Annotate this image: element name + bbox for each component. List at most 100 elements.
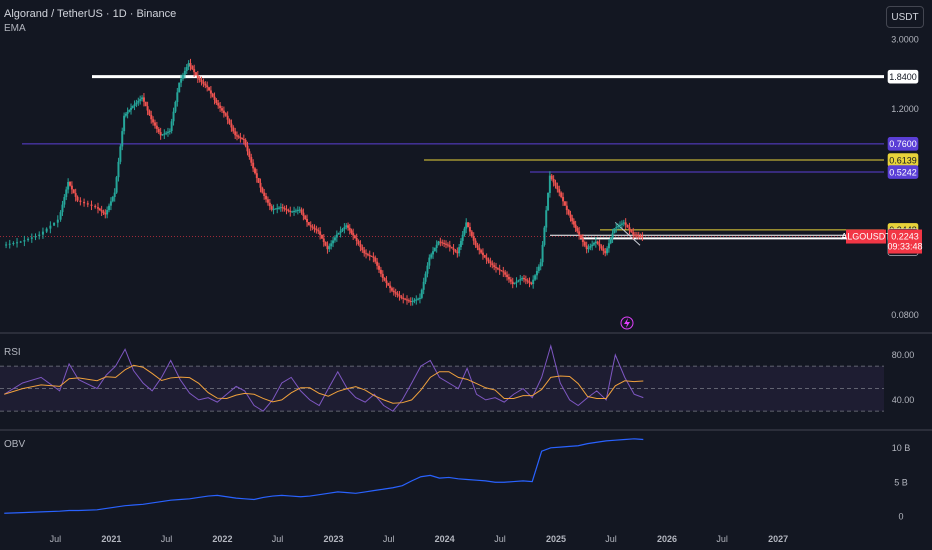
price-candle-body bbox=[537, 266, 540, 271]
price-candle-body bbox=[602, 248, 605, 251]
price-candle-body bbox=[113, 192, 116, 197]
price-candle-body bbox=[322, 238, 325, 243]
price-candle-body bbox=[8, 243, 11, 245]
price-candle-body bbox=[461, 234, 464, 241]
price-candle-body bbox=[152, 119, 155, 123]
price-candle-body bbox=[65, 189, 68, 198]
price-candle-body bbox=[390, 288, 393, 291]
price-candle-body bbox=[315, 228, 318, 231]
price-candle-body bbox=[424, 273, 427, 282]
price-candle-body bbox=[222, 110, 225, 114]
price-candle-body bbox=[202, 81, 205, 84]
price-axis-tick: 1.2000 bbox=[891, 104, 919, 114]
grid-layer bbox=[0, 332, 932, 431]
price-candle-body bbox=[578, 231, 581, 235]
price-candle-body bbox=[385, 280, 388, 284]
price-candle-body bbox=[133, 104, 136, 107]
time-axis-tick: Jul bbox=[50, 534, 62, 544]
price-candle-body bbox=[521, 277, 524, 280]
level-tag: 0.7600 bbox=[887, 137, 919, 151]
price-candle-body bbox=[396, 293, 399, 296]
obv-series bbox=[4, 438, 644, 514]
price-candle-body bbox=[509, 279, 512, 282]
price-candle-body bbox=[309, 225, 312, 227]
price-candle-body bbox=[61, 204, 64, 213]
price-candle-body bbox=[576, 228, 579, 232]
price-candle-body bbox=[293, 210, 296, 212]
price-candle-body bbox=[528, 281, 531, 283]
time-axis-tick: Jul bbox=[161, 534, 173, 544]
price-candle-body bbox=[439, 241, 442, 243]
price-axis-tick: 0.0800 bbox=[891, 310, 919, 320]
price-candle-body bbox=[130, 107, 133, 110]
time-axis-tick: 2026 bbox=[657, 534, 677, 544]
price-candle-body bbox=[213, 96, 216, 100]
price-candle-body bbox=[172, 111, 175, 122]
price-candle-body bbox=[443, 243, 446, 245]
price-candle-body bbox=[600, 246, 603, 249]
price-candle-body bbox=[196, 75, 199, 79]
price-candle-body bbox=[200, 80, 203, 82]
obv-pane-label[interactable]: OBV bbox=[4, 439, 26, 450]
time-axis-tick: 2022 bbox=[212, 534, 232, 544]
price-candle-body bbox=[361, 247, 364, 251]
price-candle-body bbox=[350, 230, 353, 233]
price-candle-body bbox=[435, 244, 438, 248]
price-candle-body bbox=[108, 205, 111, 211]
price-candle-body bbox=[281, 207, 284, 209]
price-candle-body bbox=[324, 242, 327, 246]
price-candle-body bbox=[622, 222, 625, 224]
price-candle-body bbox=[366, 254, 369, 256]
price-candle-body bbox=[5, 244, 8, 246]
price-candle-body bbox=[180, 78, 183, 83]
price-candle-body bbox=[74, 193, 77, 197]
indicator-label-ema[interactable]: EMA bbox=[4, 23, 26, 34]
price-candle-body bbox=[341, 229, 344, 231]
price-candle-body bbox=[552, 179, 555, 183]
price-candle-body bbox=[294, 210, 297, 212]
price-candle-body bbox=[135, 102, 138, 105]
price-candle-body bbox=[320, 234, 323, 239]
obv-axis-tick: 0 bbox=[898, 512, 903, 522]
price-candle-body bbox=[343, 227, 346, 230]
price-candle-body bbox=[313, 227, 316, 229]
symbol-title[interactable]: Algorand / TetherUS · 1D · Binance bbox=[4, 8, 177, 20]
price-candle-body bbox=[241, 138, 244, 140]
price-candle-body bbox=[311, 226, 314, 228]
price-candle-body bbox=[63, 197, 66, 205]
price-candle-body bbox=[432, 251, 435, 255]
price-candle-body bbox=[628, 227, 631, 230]
price-candle-body bbox=[232, 127, 235, 132]
price-candle-body bbox=[402, 297, 405, 299]
price-candle-body bbox=[483, 255, 486, 258]
price-candle-body bbox=[139, 99, 142, 101]
price-candle-body bbox=[368, 254, 371, 256]
price-candle-body bbox=[348, 227, 351, 231]
price-candle-body bbox=[306, 219, 309, 223]
price-candle-body bbox=[480, 250, 483, 253]
price-candle-body bbox=[187, 63, 190, 67]
price-candle-body bbox=[123, 115, 126, 132]
price-candle-body bbox=[215, 99, 218, 104]
currency-button[interactable]: USDT bbox=[886, 6, 924, 28]
price-candle-body bbox=[363, 250, 366, 254]
price-candle-body bbox=[261, 187, 264, 193]
price-candle-body bbox=[317, 230, 320, 232]
level-tag: 1.8400 bbox=[887, 69, 919, 84]
price-candle-body bbox=[155, 125, 158, 129]
ticker-tag-label: ALGOUSDT bbox=[841, 232, 891, 242]
price-candle-body bbox=[539, 262, 542, 267]
price-candle-body bbox=[194, 72, 197, 76]
price-candle-body bbox=[376, 261, 379, 266]
price-candle-body bbox=[246, 145, 249, 152]
rsi-pane-label[interactable]: RSI bbox=[4, 347, 21, 358]
price-candle-body bbox=[541, 244, 544, 263]
price-candle-body bbox=[159, 132, 162, 136]
price-candle-body bbox=[468, 227, 471, 232]
price-candle-body bbox=[381, 273, 384, 278]
time-axis-tick: 2023 bbox=[324, 534, 344, 544]
price-candle-body bbox=[519, 279, 522, 281]
price-candle-body bbox=[259, 182, 262, 188]
